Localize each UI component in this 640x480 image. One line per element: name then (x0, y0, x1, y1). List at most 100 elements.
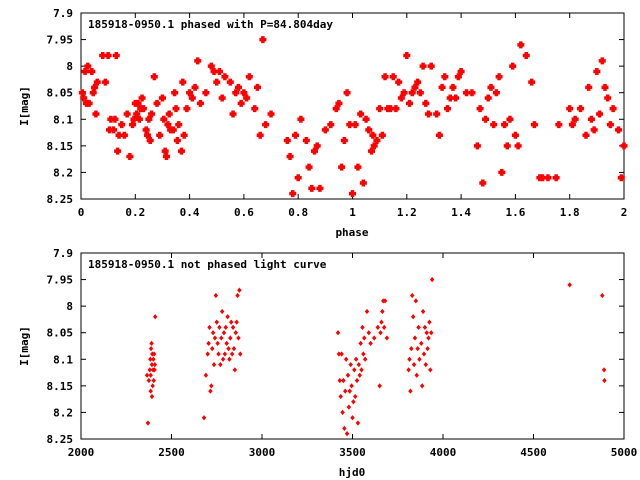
phased-data-point (571, 115, 579, 123)
phased-data-point (620, 142, 628, 150)
phased-data-point (400, 89, 408, 97)
phased-data-point (91, 83, 99, 91)
unphased-data-point (211, 361, 217, 368)
unphased-ytick-label: 8.15 (47, 380, 74, 393)
phased-data-point (403, 52, 411, 60)
unphased-data-point (368, 340, 373, 346)
phased-data-point (425, 110, 433, 118)
phased-data-point (539, 174, 547, 182)
phased-data-point (517, 41, 525, 49)
phased-data-point (487, 83, 495, 91)
unphased-data-point (236, 335, 241, 341)
phased-xlabel: phase (335, 226, 368, 239)
phased-title: 185918-0950.1 phased with P=84.804day (88, 18, 333, 31)
phased-data-point (175, 121, 183, 129)
phased-data-point (118, 121, 126, 129)
phased-data-point (234, 83, 242, 91)
phased-ytick-label: 7.9 (53, 7, 73, 20)
phased-data-point (115, 131, 123, 139)
phased-data-point (160, 115, 168, 123)
phased-data-point (340, 137, 348, 145)
phased-data-point (172, 105, 180, 113)
phased-data-point (617, 174, 625, 182)
unphased-data-point (148, 356, 153, 362)
phased-data-point (335, 99, 343, 107)
unphased-data-point (358, 340, 363, 346)
phased-data-point (130, 115, 138, 123)
unphased-data-point (219, 335, 224, 341)
phased-data-point (259, 36, 267, 44)
phased-data-point (305, 163, 313, 171)
unphased-data-point (362, 335, 367, 341)
unphased-xtick-label: 4000 (430, 446, 457, 459)
unphased-xtick-label: 5000 (611, 446, 638, 459)
phased-data-point (183, 105, 191, 113)
unphased-data-point (339, 351, 344, 357)
unphased-data-point (227, 356, 232, 362)
phased-data-point (294, 174, 302, 182)
unphased-data-point (207, 324, 212, 331)
phased-data-point (495, 73, 503, 81)
unphased-data-point (203, 372, 209, 378)
phased-data-point (441, 73, 449, 81)
unphased-data-point (233, 330, 238, 336)
unphased-data-point (212, 335, 218, 341)
unphased-data-point (220, 356, 226, 362)
unphased-ytick-label: 8.25 (47, 433, 74, 446)
unphased-data-point (346, 404, 352, 410)
phased-data-point (111, 115, 119, 123)
phased-data-point (308, 184, 316, 192)
phased-xtick-label: 0.4 (180, 206, 200, 219)
phased-data-point (365, 126, 373, 134)
unphased-data-point (354, 377, 360, 384)
phased-data-point (604, 94, 612, 102)
phased-data-point (286, 152, 294, 160)
phased-data-point (221, 73, 229, 81)
phased-xtick-label: 0.6 (234, 206, 254, 219)
phased-data-point (253, 83, 261, 91)
unphased-data-point (355, 420, 361, 426)
unphased-data-point (340, 409, 345, 416)
unphased-data-point (381, 324, 387, 331)
phased-axes-ticks: 0 0.2 0.4 0.6 0.8 1 1.2 1.4 1.6 1.8 2 7.9 7.95 8 8.05 8… (47, 7, 628, 219)
phased-data-point (373, 137, 381, 145)
phased-data-point (142, 126, 150, 134)
phased-data-point (138, 94, 146, 102)
phased-data-point (126, 152, 134, 160)
unphased-data-point (356, 361, 362, 368)
unphased-data-point (234, 319, 239, 325)
phased-data-point (267, 110, 275, 118)
unphased-data-point (231, 346, 237, 352)
unphased-data-point (337, 377, 343, 384)
unphased-xtick-label: 2000 (68, 446, 95, 459)
unphased-data-point (417, 356, 422, 362)
phased-data-point (351, 121, 359, 129)
unphased-xtick-label: 4500 (520, 446, 547, 459)
phased-data-point (392, 105, 400, 113)
phased-data-point (150, 73, 158, 81)
unphased-data-point (601, 367, 607, 373)
phased-data-point (89, 89, 97, 97)
phased-data-point (85, 99, 93, 107)
unphased-data-point (378, 330, 383, 336)
phased-data-point (552, 174, 560, 182)
unphased-data-point (342, 425, 347, 432)
phased-data-point (514, 142, 522, 150)
phased-data-point (397, 94, 405, 102)
unphased-data-point (149, 361, 155, 368)
phased-data-point (164, 121, 172, 129)
phased-data-point (444, 105, 452, 113)
unphased-data-point (426, 335, 431, 341)
phased-data-point (408, 89, 416, 97)
unphased-data-point (353, 393, 358, 400)
unphased-data-point (235, 292, 240, 299)
phased-data-point (186, 89, 194, 97)
phased-xtick-label: 2 (621, 206, 628, 219)
phased-data-point (297, 115, 305, 123)
unphased-data-point (375, 324, 381, 331)
unphased-ytick-label: 8.1 (53, 353, 73, 366)
unphased-data-point (384, 335, 390, 341)
phased-data-point (490, 121, 498, 129)
phased-panel: 185918-0950.1 phased with P=84.804day ph… (18, 7, 628, 239)
unphased-data-point (408, 388, 413, 394)
